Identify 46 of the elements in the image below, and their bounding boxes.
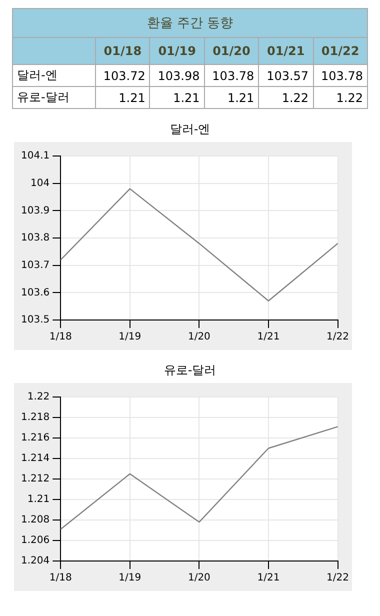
x-tick-label: 1/18 <box>49 332 72 343</box>
data-label: 1.21 <box>150 86 204 108</box>
x-tick-label: 1/18 <box>49 572 72 584</box>
y-tick-label: 103.5 <box>20 314 50 326</box>
data-label: 103.72 <box>96 64 150 86</box>
data-label: 103.98 <box>150 64 204 86</box>
chart-title: 달러-엔 <box>168 121 212 138</box>
x-tick-label: 1/20 <box>188 572 210 584</box>
data-label: 103.57 <box>258 64 314 86</box>
y-tick-label: 1.216 <box>20 432 50 444</box>
x-tick-label: 1/19 <box>118 332 142 343</box>
y-tick-label: 1.218 <box>20 412 50 424</box>
x-tick-label: 1/21 <box>257 332 280 343</box>
data-label: 103.78 <box>313 64 368 86</box>
text: 환율 주간 동향 <box>12 8 368 38</box>
y-tick-label: 1.208 <box>20 514 50 526</box>
y-tick-label: 1.212 <box>20 474 50 485</box>
category-label: 01/19 <box>150 38 204 64</box>
y-tick-label: 103.6 <box>20 287 50 298</box>
y-tick-label: 1.206 <box>20 535 50 546</box>
data-label: 1.22 <box>313 86 368 108</box>
data-label: 1.21 <box>204 86 259 108</box>
data-label: 1.21 <box>96 86 150 108</box>
x-tick-label: 1/22 <box>326 572 350 584</box>
data-label: 103.78 <box>204 64 259 86</box>
x-tick-label: 1/19 <box>118 572 142 584</box>
chart-title: 유로-달러 <box>162 362 218 379</box>
y-tick-label: 103.8 <box>20 232 50 244</box>
legend-label: 유로-달러 <box>12 86 96 108</box>
y-tick-label: 103.9 <box>20 205 50 216</box>
y-tick-label: 1.21 <box>27 494 50 506</box>
y-tick-label: 104.1 <box>20 150 50 162</box>
category-label: 01/21 <box>258 38 314 64</box>
y-tick-label: 104 <box>30 178 50 189</box>
y-tick-label: 1.204 <box>20 556 50 567</box>
data-label: 1.22 <box>258 86 314 108</box>
category-label: 01/18 <box>96 38 150 64</box>
category-label: 01/22 <box>313 38 368 64</box>
x-tick-label: 1/20 <box>188 332 210 343</box>
category-label: 01/20 <box>204 38 259 64</box>
y-tick-label: 1.214 <box>20 453 50 464</box>
y-tick-label: 1.22 <box>27 392 50 403</box>
text: 달러-엔 <box>12 64 96 86</box>
x-tick-label: 1/21 <box>257 572 280 584</box>
x-tick-label: 1/22 <box>326 332 350 343</box>
y-tick-label: 103.7 <box>20 260 50 271</box>
